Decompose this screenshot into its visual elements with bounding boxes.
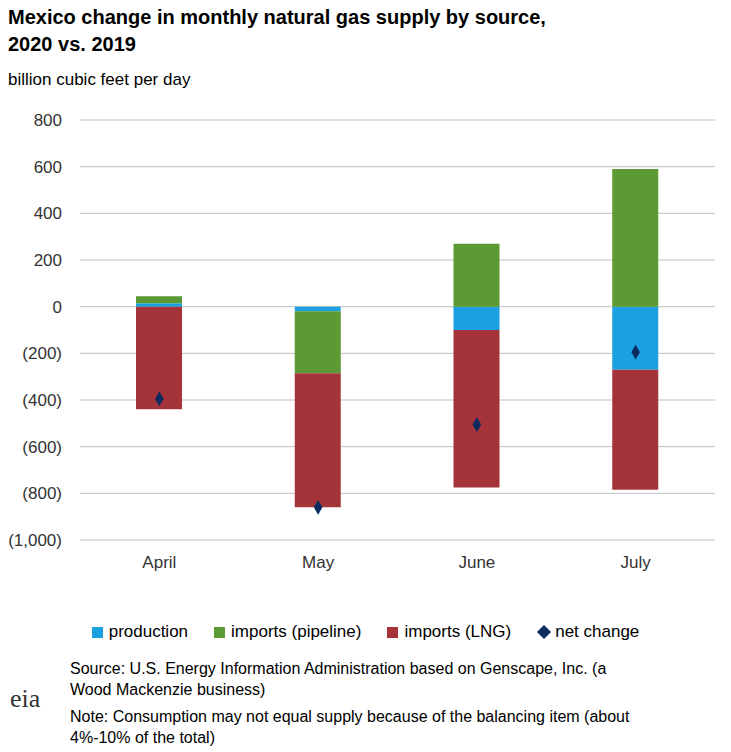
html-text:imports (pipeline): imports (pipeline) (231, 622, 362, 641)
svg-text:(200): (200) (22, 344, 62, 363)
svg-text:800: 800 (34, 111, 62, 130)
html-text:Mexico change in monthly natur: Mexico change in monthly natural gas sup… (8, 6, 546, 55)
svg-text:July: July (621, 553, 652, 572)
html-text:net change: net change (555, 622, 640, 641)
html-text:eia: eia (10, 684, 41, 713)
svg-text:(1,000): (1,000) (8, 531, 62, 550)
svg-text:(400): (400) (22, 391, 62, 410)
svg-text:600: 600 (34, 158, 62, 177)
svg-text:400: 400 (34, 204, 62, 223)
svg-text:200: 200 (34, 251, 62, 270)
svg-text:April: April (142, 553, 176, 572)
html-text:Source: U.S. Energy Informatio: Source: U.S. Energy Information Administ… (70, 660, 607, 698)
svg-text:(600): (600) (22, 438, 62, 457)
html-text:imports (LNG): imports (LNG) (404, 622, 512, 641)
html-text:billion cubic feet per day: billion cubic feet per day (8, 70, 191, 89)
svg-text:0: 0 (53, 298, 62, 317)
html-text:production: production (108, 622, 189, 641)
html-text:Note: Consumption may not equa: Note: Consumption may not equal supply b… (70, 708, 630, 746)
svg-text:June: June (458, 553, 495, 572)
svg-text:May: May (302, 553, 335, 572)
svg-text:(800): (800) (22, 484, 62, 503)
